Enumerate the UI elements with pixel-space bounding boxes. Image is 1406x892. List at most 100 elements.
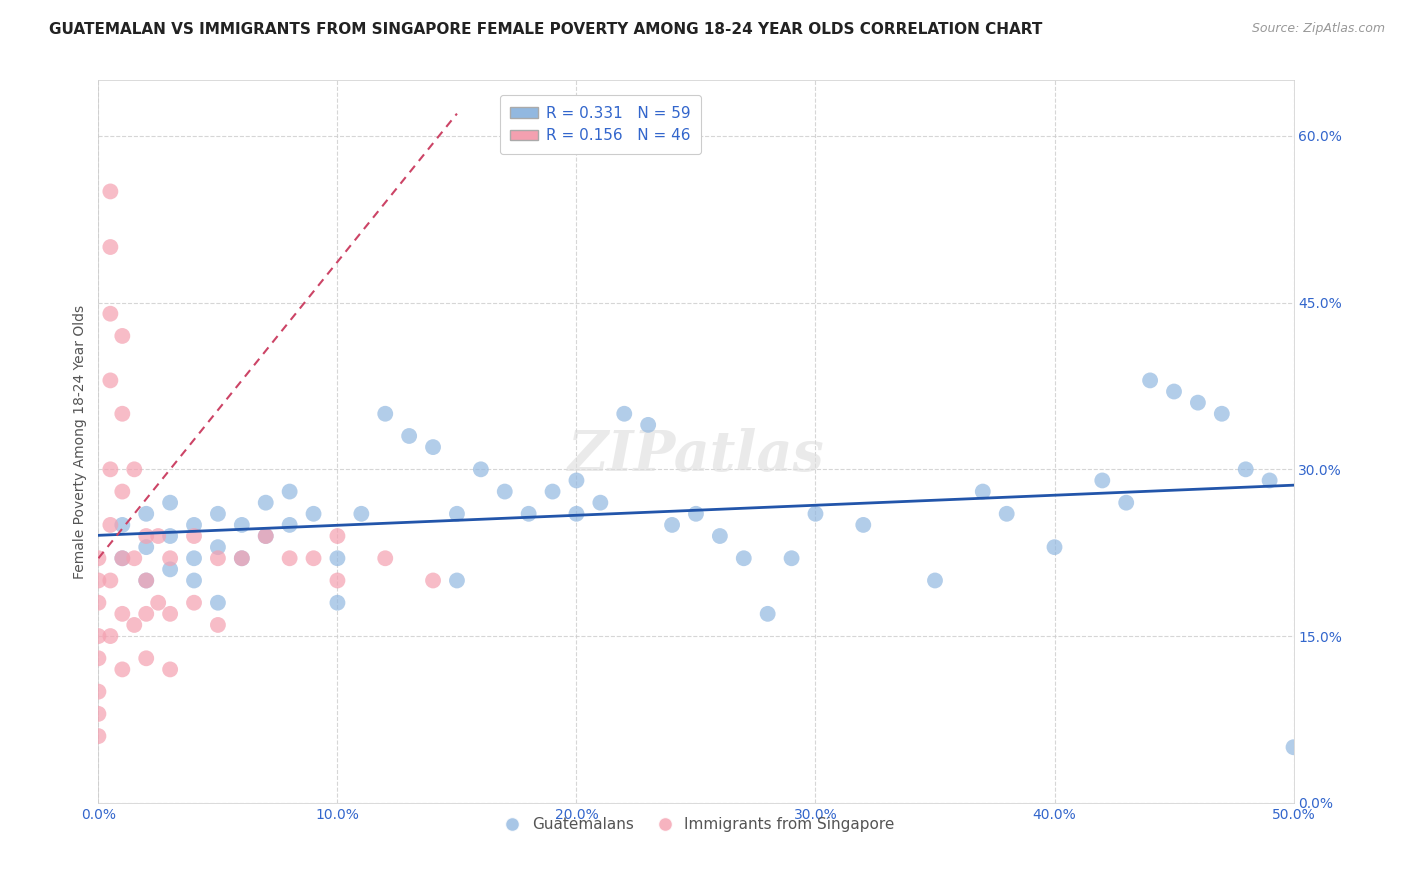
Point xyxy=(278,484,301,499)
Point xyxy=(231,517,253,532)
Point xyxy=(541,484,564,499)
Point xyxy=(254,496,277,510)
Point xyxy=(111,662,134,676)
Point xyxy=(350,507,373,521)
Point xyxy=(326,529,349,543)
Point xyxy=(326,596,349,610)
Point xyxy=(231,551,253,566)
Point xyxy=(183,551,205,566)
Point xyxy=(111,484,134,499)
Point xyxy=(135,651,157,665)
Point xyxy=(135,607,157,621)
Text: GUATEMALAN VS IMMIGRANTS FROM SINGAPORE FEMALE POVERTY AMONG 18-24 YEAR OLDS COR: GUATEMALAN VS IMMIGRANTS FROM SINGAPORE … xyxy=(49,22,1043,37)
Y-axis label: Female Poverty Among 18-24 Year Olds: Female Poverty Among 18-24 Year Olds xyxy=(73,304,87,579)
Point xyxy=(995,507,1018,521)
Point xyxy=(1258,474,1281,488)
Point xyxy=(254,529,277,543)
Point xyxy=(326,574,349,588)
Point xyxy=(1091,474,1114,488)
Text: Source: ZipAtlas.com: Source: ZipAtlas.com xyxy=(1251,22,1385,36)
Point xyxy=(517,507,540,521)
Point xyxy=(756,607,779,621)
Point xyxy=(1043,540,1066,554)
Point xyxy=(159,551,181,566)
Point xyxy=(159,662,181,676)
Point xyxy=(589,496,612,510)
Point xyxy=(111,607,134,621)
Point xyxy=(207,551,229,566)
Text: ZIPatlas: ZIPatlas xyxy=(568,428,824,483)
Point xyxy=(98,517,122,532)
Point xyxy=(374,407,396,421)
Point xyxy=(98,240,122,254)
Point xyxy=(852,517,875,532)
Point xyxy=(148,529,170,543)
Point xyxy=(135,507,157,521)
Point xyxy=(98,462,122,476)
Point xyxy=(135,540,157,554)
Point xyxy=(1187,395,1209,409)
Point xyxy=(124,618,146,632)
Point xyxy=(159,496,181,510)
Point xyxy=(207,618,229,632)
Point xyxy=(422,440,444,454)
Point xyxy=(661,517,683,532)
Point xyxy=(278,517,301,532)
Point xyxy=(302,551,325,566)
Point xyxy=(87,684,110,698)
Point xyxy=(87,729,110,743)
Point xyxy=(972,484,994,499)
Point xyxy=(1139,373,1161,387)
Point xyxy=(1115,496,1137,510)
Point xyxy=(159,562,181,576)
Point xyxy=(87,551,110,566)
Point xyxy=(183,517,205,532)
Point xyxy=(135,574,157,588)
Point xyxy=(135,529,157,543)
Point xyxy=(565,507,588,521)
Point xyxy=(733,551,755,566)
Point xyxy=(613,407,636,421)
Point xyxy=(326,551,349,566)
Point xyxy=(1234,462,1257,476)
Point xyxy=(111,329,134,343)
Point xyxy=(135,574,157,588)
Point xyxy=(87,596,110,610)
Point xyxy=(87,706,110,721)
Point xyxy=(183,529,205,543)
Point xyxy=(111,551,134,566)
Point xyxy=(183,574,205,588)
Legend: Guatemalans, Immigrants from Singapore: Guatemalans, Immigrants from Singapore xyxy=(491,812,901,838)
Point xyxy=(637,417,659,432)
Point xyxy=(924,574,946,588)
Point xyxy=(98,307,122,321)
Point xyxy=(374,551,396,566)
Point xyxy=(804,507,827,521)
Point xyxy=(159,529,181,543)
Point xyxy=(1163,384,1185,399)
Point xyxy=(111,551,134,566)
Point xyxy=(124,551,146,566)
Point xyxy=(98,185,122,199)
Point xyxy=(398,429,420,443)
Point xyxy=(685,507,707,521)
Point xyxy=(207,507,229,521)
Point xyxy=(302,507,325,521)
Point xyxy=(148,596,170,610)
Point xyxy=(446,507,468,521)
Point xyxy=(87,629,110,643)
Point xyxy=(207,596,229,610)
Point xyxy=(278,551,301,566)
Point xyxy=(124,462,146,476)
Point xyxy=(111,517,134,532)
Point xyxy=(446,574,468,588)
Point xyxy=(87,651,110,665)
Point xyxy=(565,474,588,488)
Point xyxy=(98,574,122,588)
Point xyxy=(254,529,277,543)
Point xyxy=(159,607,181,621)
Point xyxy=(470,462,492,476)
Point xyxy=(111,407,134,421)
Point xyxy=(1282,740,1305,755)
Point xyxy=(98,373,122,387)
